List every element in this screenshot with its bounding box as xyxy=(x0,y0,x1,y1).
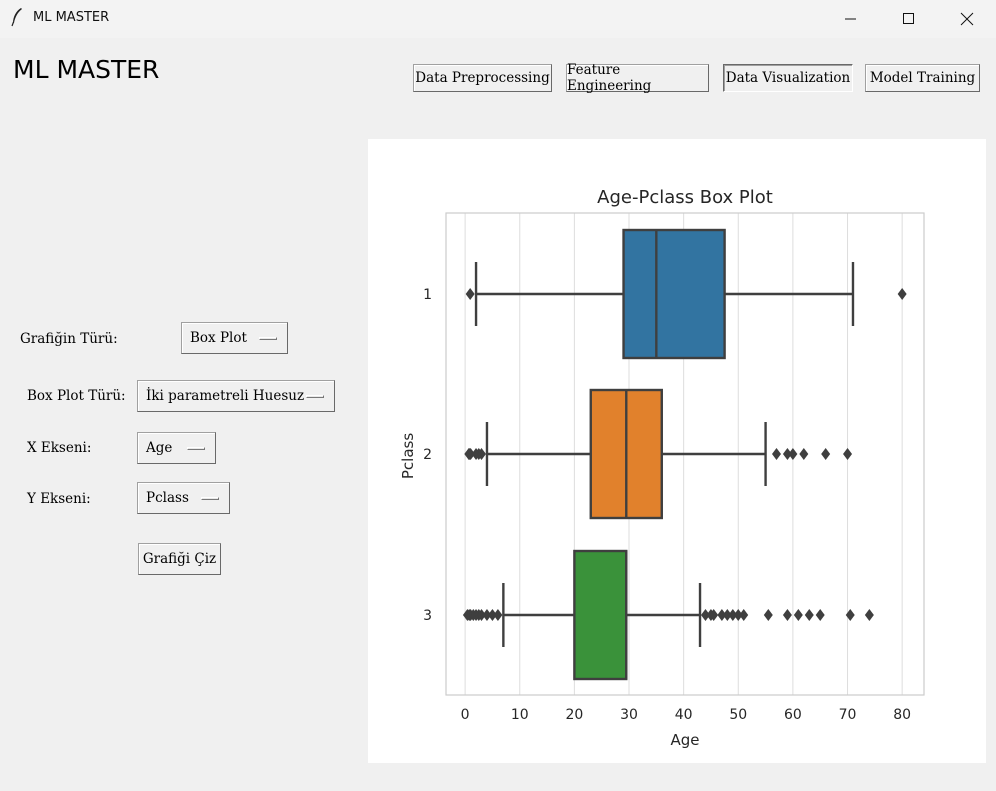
data-preprocessing-button[interactable]: Data Preprocessing xyxy=(413,64,552,92)
box-body xyxy=(573,549,628,681)
outlier-point xyxy=(804,609,814,621)
title-bar: ML MASTER xyxy=(0,0,996,38)
y-tick-label: 3 xyxy=(423,608,432,624)
outlier-point xyxy=(799,448,809,460)
window-title: ML MASTER xyxy=(33,10,110,25)
model-training-button[interactable]: Model Training xyxy=(865,64,980,92)
plot-frame xyxy=(445,212,925,696)
boxplot-type-label: Box Plot Türü: xyxy=(27,388,126,404)
y-tick-label: 1 xyxy=(423,287,432,303)
minimize-icon xyxy=(845,18,856,20)
outlier-point xyxy=(845,609,855,621)
y-axis-title: Pclass xyxy=(399,433,417,479)
x-axis-value: Age xyxy=(146,440,173,456)
outlier-point xyxy=(772,448,782,460)
outlier-point xyxy=(864,609,874,621)
chart-type-menu[interactable]: Box Plot xyxy=(181,322,288,354)
outlier-point xyxy=(487,609,497,621)
outlier-point xyxy=(782,448,792,460)
maximize-button[interactable] xyxy=(880,0,938,38)
outlier-point xyxy=(843,448,853,460)
x-tick-label: 60 xyxy=(784,707,802,723)
x-tick-label: 10 xyxy=(511,707,529,723)
outlier-point xyxy=(763,609,773,621)
app-title: ML MASTER xyxy=(13,55,160,84)
outlier-point xyxy=(782,609,792,621)
outlier-point xyxy=(897,288,907,300)
outlier-point xyxy=(717,609,727,621)
plot-canvas: Age-Pclass Box Plot Age Pclass 0 10 20 30 40… xyxy=(368,139,986,763)
x-axis-label: X Ekseni: xyxy=(27,440,92,456)
chart-type-label: Grafiğin Türü: xyxy=(20,331,118,347)
box-body xyxy=(622,228,726,360)
outlier-point xyxy=(788,448,798,460)
outlier-point xyxy=(482,609,492,621)
data-visualization-button[interactable]: Data Visualization xyxy=(723,64,853,92)
x-axis-title: Age xyxy=(670,731,699,749)
draw-chart-button[interactable]: Grafiği Çiz xyxy=(138,543,221,575)
outlier-point xyxy=(465,288,475,300)
boxplot-type-value: İki parametreli Huesuz xyxy=(146,388,305,404)
outlier-point xyxy=(821,448,831,460)
outlier-point xyxy=(493,609,503,621)
x-tick-label: 70 xyxy=(839,707,857,723)
menu-indicator-icon xyxy=(201,497,219,500)
outlier-point xyxy=(739,609,749,621)
feature-engineering-button[interactable]: Feature Engineering xyxy=(566,62,709,94)
y-tick-label: 2 xyxy=(423,447,432,463)
x-tick-label: 0 xyxy=(461,707,470,723)
menu-indicator-icon xyxy=(306,395,324,398)
outlier-point xyxy=(728,609,738,621)
x-tick-label: 50 xyxy=(729,707,747,723)
feather-icon xyxy=(11,8,22,27)
menu-indicator-icon xyxy=(259,337,277,340)
y-axis-label: Y Ekseni: xyxy=(27,491,91,507)
box-plot-chart: Age-Pclass Box Plot Age Pclass 0 10 20 30 40… xyxy=(399,187,925,749)
outlier-point xyxy=(815,609,825,621)
chart-type-value: Box Plot xyxy=(190,330,247,346)
outlier-point xyxy=(477,609,487,621)
minimize-button[interactable] xyxy=(822,0,880,38)
x-axis-menu[interactable]: Age xyxy=(137,432,216,464)
outlier-point xyxy=(466,448,476,460)
outlier-point xyxy=(722,609,732,621)
outlier-point xyxy=(477,448,487,460)
x-tick-label: 30 xyxy=(620,707,638,723)
close-button[interactable] xyxy=(938,0,996,38)
menu-indicator-icon xyxy=(187,447,205,450)
outlier-point xyxy=(793,609,803,621)
y-axis-value: Pclass xyxy=(146,490,189,506)
x-tick-label: 20 xyxy=(565,707,583,723)
close-icon xyxy=(960,12,974,26)
chart-title: Age-Pclass Box Plot xyxy=(597,187,773,208)
outlier-point xyxy=(733,609,743,621)
x-tick-label: 80 xyxy=(893,707,911,723)
y-axis-menu[interactable]: Pclass xyxy=(137,482,230,514)
maximize-icon xyxy=(903,13,914,24)
outlier-point xyxy=(700,609,710,621)
outlier-point xyxy=(709,609,719,621)
boxplot-type-menu[interactable]: İki parametreli Huesuz xyxy=(137,380,335,412)
x-tick-label: 40 xyxy=(675,707,693,723)
